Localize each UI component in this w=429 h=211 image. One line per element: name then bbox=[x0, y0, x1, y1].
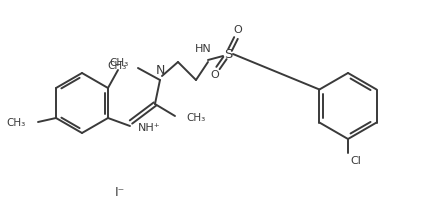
Text: CH₃: CH₃ bbox=[186, 113, 205, 123]
Text: Cl: Cl bbox=[350, 156, 361, 166]
Text: S: S bbox=[224, 47, 232, 61]
Text: CH₃: CH₃ bbox=[109, 58, 129, 68]
Text: N: N bbox=[155, 64, 165, 77]
Text: O: O bbox=[211, 70, 219, 80]
Text: I⁻: I⁻ bbox=[115, 187, 125, 199]
Text: NH⁺: NH⁺ bbox=[138, 123, 160, 133]
Text: O: O bbox=[234, 25, 242, 35]
Text: CH₃: CH₃ bbox=[7, 118, 26, 128]
Text: HN: HN bbox=[195, 44, 211, 54]
Text: CH₃: CH₃ bbox=[108, 61, 127, 71]
